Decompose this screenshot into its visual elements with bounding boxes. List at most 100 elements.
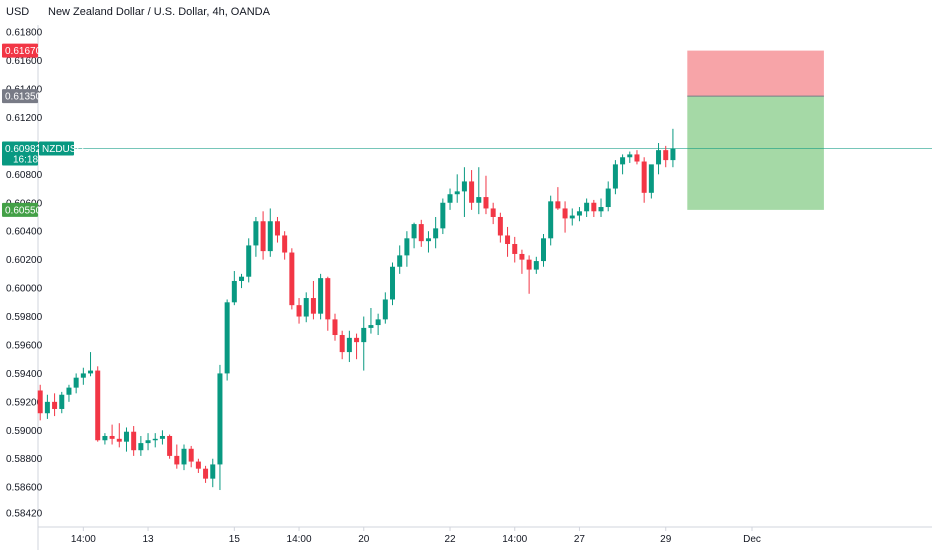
candle-body [354,337,360,343]
candle [576,207,582,222]
candle-body [239,276,245,281]
candle [469,170,475,210]
price-tick-label: 0.60800 [6,170,43,181]
candle [246,238,252,283]
candle-body [375,319,381,326]
candle [634,150,640,165]
candle [131,426,137,456]
candle-body [469,181,475,203]
candle [325,276,331,331]
candle [663,145,669,168]
time-tick-label: 14:00 [502,534,527,545]
candle [390,262,396,306]
price-tick-label: 0.58420 [6,508,43,519]
candle-body [167,435,173,456]
candle-body [447,194,453,203]
candle [548,195,554,246]
candle-body [634,154,640,162]
candle-body [368,325,374,328]
candle [497,212,503,243]
candle-body [145,440,151,444]
price-tick-label: 0.61200 [6,113,43,124]
stop-loss-zone[interactable] [687,50,824,97]
price-tick-label: 0.59600 [6,340,43,351]
candle-body [195,461,201,469]
candle-body [605,188,611,208]
price-tick-label: 0.59000 [6,426,43,437]
last-price-tag: 0.60982 16:18 [2,141,42,166]
candle-body [59,394,65,409]
candle [181,444,187,471]
candle [95,366,101,442]
candle-body [576,211,582,216]
short-position-tool[interactable] [687,50,824,210]
candle [339,330,345,360]
last-price-label: 0.60982 [5,144,42,155]
candle-body [598,207,604,212]
candle-body [461,181,467,192]
candle-body [138,443,144,451]
candle [641,157,647,203]
candle-body [44,401,50,414]
candle [102,433,108,445]
candle [239,273,245,289]
candle-body [116,438,122,442]
candle [569,208,575,226]
candle-body [440,202,446,229]
candle-body [620,157,626,165]
price-tick-label: 0.58600 [6,483,43,494]
candle-body [670,148,676,161]
price-tick-label: 0.59400 [6,369,43,380]
candle [440,198,446,235]
candle [310,280,316,320]
candle-body [188,448,194,462]
candle [461,167,467,217]
candle-body [332,319,338,336]
candle-body [591,202,597,212]
candle [490,202,496,225]
candle-body [648,164,654,193]
candle-body [210,464,216,479]
candle [476,167,482,215]
candle [80,367,86,385]
price-tick-label: 0.61600 [6,56,43,67]
candle [375,313,381,336]
candle [346,330,352,363]
candle [591,199,597,217]
stop-price-tag: 0.61670 [2,43,42,58]
chart-title: New Zealand Dollar / U.S. Dollar, 4h, OA… [48,6,271,18]
candle-body [548,201,554,239]
candle [425,231,431,253]
candle-body [584,202,590,212]
time-tick-label: 14:00 [287,534,312,545]
candle [52,393,58,417]
candle [612,160,618,195]
candle-body [203,468,209,479]
candle-body [217,373,223,465]
candle [159,430,165,445]
candle [648,164,654,199]
price-tick-label: 0.59200 [6,397,43,408]
target-price-tag: 0.60550 [2,202,42,217]
candlestick-series [37,128,676,491]
price-tick-label: 0.59800 [6,312,43,323]
candle-body [260,221,266,252]
candle-body [267,221,273,252]
candle [66,384,72,402]
time-tick-label: Dec [743,534,761,545]
candle [123,427,129,452]
candle [44,394,50,419]
candle-body [159,435,165,439]
candle [620,154,626,175]
candle-body [627,154,633,158]
candle-body [390,266,396,300]
candle-body [95,370,101,441]
time-tick-label: 27 [574,534,586,545]
candle [167,434,173,459]
candle [296,298,302,324]
take-profit-zone[interactable] [687,96,824,210]
candle-body [555,201,561,209]
candle-body [303,298,309,317]
candle [361,316,367,371]
